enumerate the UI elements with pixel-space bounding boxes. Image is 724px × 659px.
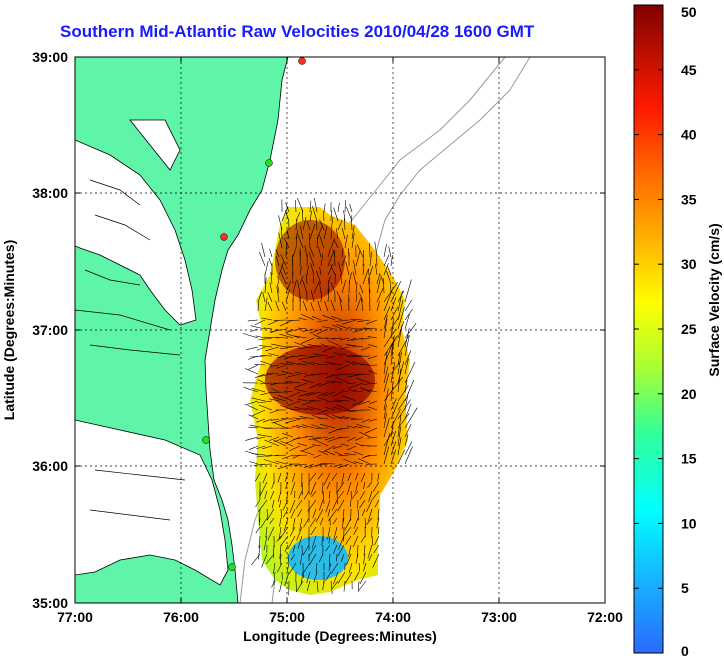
- pamlico-sound: [75, 419, 229, 586]
- colorbar-tick-label: 50: [681, 4, 697, 20]
- chesapeake-bay: [75, 119, 197, 326]
- colorbar-tick-label: 30: [681, 256, 697, 272]
- y-axis-label: Latitude (Degrees:Minutes): [1, 240, 17, 420]
- map-title: Southern Mid-Atlantic Raw Velocities 201…: [60, 22, 535, 41]
- colorbar-tick-label: 40: [681, 127, 697, 143]
- rivers: [75, 179, 186, 521]
- y-tick-label: 36:00: [32, 458, 68, 474]
- colorbar-tick-label: 10: [681, 515, 697, 531]
- colorbar-tick-label: 15: [681, 451, 697, 467]
- colorbar-tick-label: 45: [681, 62, 697, 78]
- station-1-marker: [298, 57, 306, 65]
- y-tick-label: 39:00: [32, 49, 68, 65]
- x-tick-label: 76:00: [163, 609, 199, 625]
- station-5-marker: [228, 563, 236, 571]
- colorbar-tick-label: 5: [681, 580, 689, 596]
- station-3-marker: [220, 233, 228, 241]
- gridlines: [75, 57, 605, 603]
- colorbar-ticks: [634, 4, 663, 654]
- velocity-vectors: [242, 197, 418, 596]
- low-velocity-patch: [288, 536, 348, 580]
- x-tick-label: 73:00: [481, 609, 517, 625]
- station-4-marker: [202, 436, 210, 444]
- y-tick-label: 38:00: [32, 185, 68, 201]
- colorbar-tick-label: 35: [681, 191, 697, 207]
- y-tick-label: 35:00: [32, 595, 68, 611]
- x-tick-label: 75:00: [269, 609, 305, 625]
- station-2-marker: [265, 159, 273, 167]
- colorbar-tick-label: 0: [681, 643, 689, 659]
- colorbar-tick-label: 20: [681, 386, 697, 402]
- y-tick-label: 37:00: [32, 322, 68, 338]
- x-ticks: [180, 57, 500, 603]
- colorbar-label: Surface Velocity (cm/s): [706, 223, 722, 376]
- x-tick-label: 72:00: [587, 609, 623, 625]
- x-tick-label: 74:00: [375, 609, 411, 625]
- y-ticks: [75, 56, 605, 604]
- x-tick-label: 77:00: [57, 609, 93, 625]
- colorbar-tick-label: 25: [681, 321, 697, 337]
- x-axis-label: Longitude (Degrees:Minutes): [243, 628, 437, 644]
- high-velocity-patch-north: [275, 220, 345, 300]
